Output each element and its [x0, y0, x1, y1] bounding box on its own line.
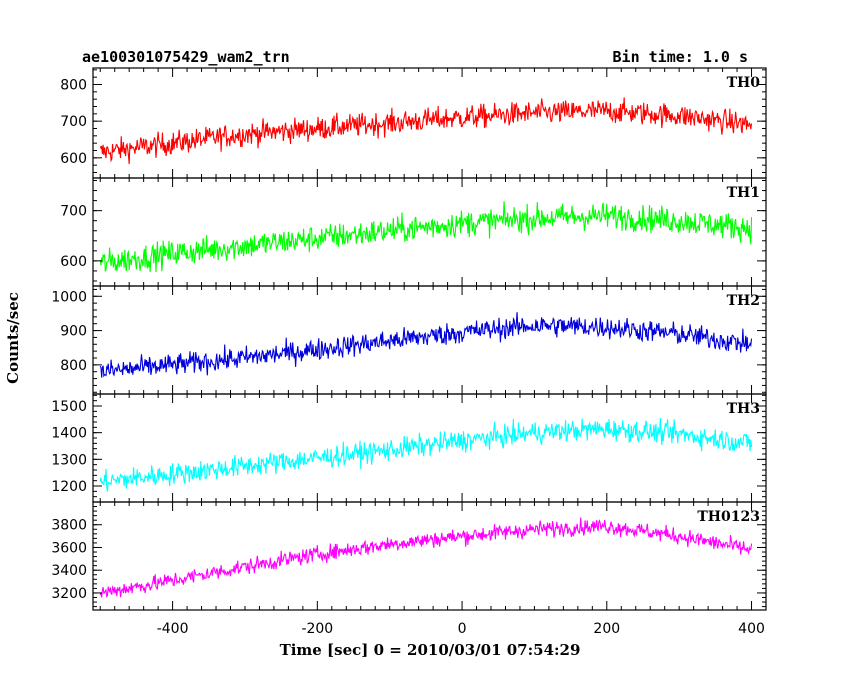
y-tick-label: 800: [60, 358, 87, 374]
y-tick-label: 1400: [51, 426, 87, 442]
y-tick-label: 3600: [51, 540, 87, 556]
y-tick-label: 700: [60, 114, 87, 130]
panel-frame-th2: [92, 285, 767, 395]
x-tick-label: 400: [738, 621, 765, 637]
panel-label-th2: TH2: [727, 293, 760, 309]
y-tick-label: 3200: [51, 586, 87, 602]
y-tick-label: 1200: [51, 479, 87, 495]
series-line-th0123: [99, 517, 753, 598]
panels: TH0 600 700 800 TH1 600 700 TH2 800 900 1000 TH3 120…: [51, 67, 767, 637]
panel-label-th1: TH1: [727, 185, 760, 201]
y-tick-label: 700: [60, 204, 87, 220]
bin-time-label: Bin time: 1.0 s: [613, 48, 748, 66]
y-tick-label: 1300: [51, 452, 87, 468]
x-tick-label: -400: [157, 621, 189, 637]
panel-label-th0123: TH0123: [697, 509, 760, 525]
x-tick-label: 0: [458, 621, 467, 637]
series-line-th3: [99, 418, 753, 492]
series-line-th1: [99, 201, 753, 273]
y-tick-label: 1500: [51, 399, 87, 415]
y-tick-label: 600: [60, 151, 87, 167]
y-tick-label: 3800: [51, 518, 87, 534]
x-tick-label: -200: [301, 621, 333, 637]
panel-frame-th0: [92, 67, 767, 179]
panel-label-th3: TH3: [727, 401, 760, 417]
x-tick-label: 200: [593, 621, 620, 637]
series-line-th0: [99, 97, 753, 165]
y-tick-label: 900: [60, 324, 87, 340]
chart-title: ae100301075429_wam2_trn: [82, 48, 290, 66]
y-axis-label: Counts/sec: [4, 292, 22, 384]
y-tick-label: 800: [60, 78, 87, 94]
panel-label-th0: TH0: [727, 75, 761, 91]
y-tick-label: 3400: [51, 563, 87, 579]
panel-frame-th0123: [92, 501, 767, 611]
panel-frame-th1: [92, 177, 767, 287]
x-axis-label: Time [sec] 0 = 2010/03/01 07:54:29: [280, 641, 581, 659]
series-line-th2: [99, 312, 753, 378]
y-tick-label: 600: [60, 254, 87, 270]
y-tick-label: 1000: [51, 289, 87, 305]
